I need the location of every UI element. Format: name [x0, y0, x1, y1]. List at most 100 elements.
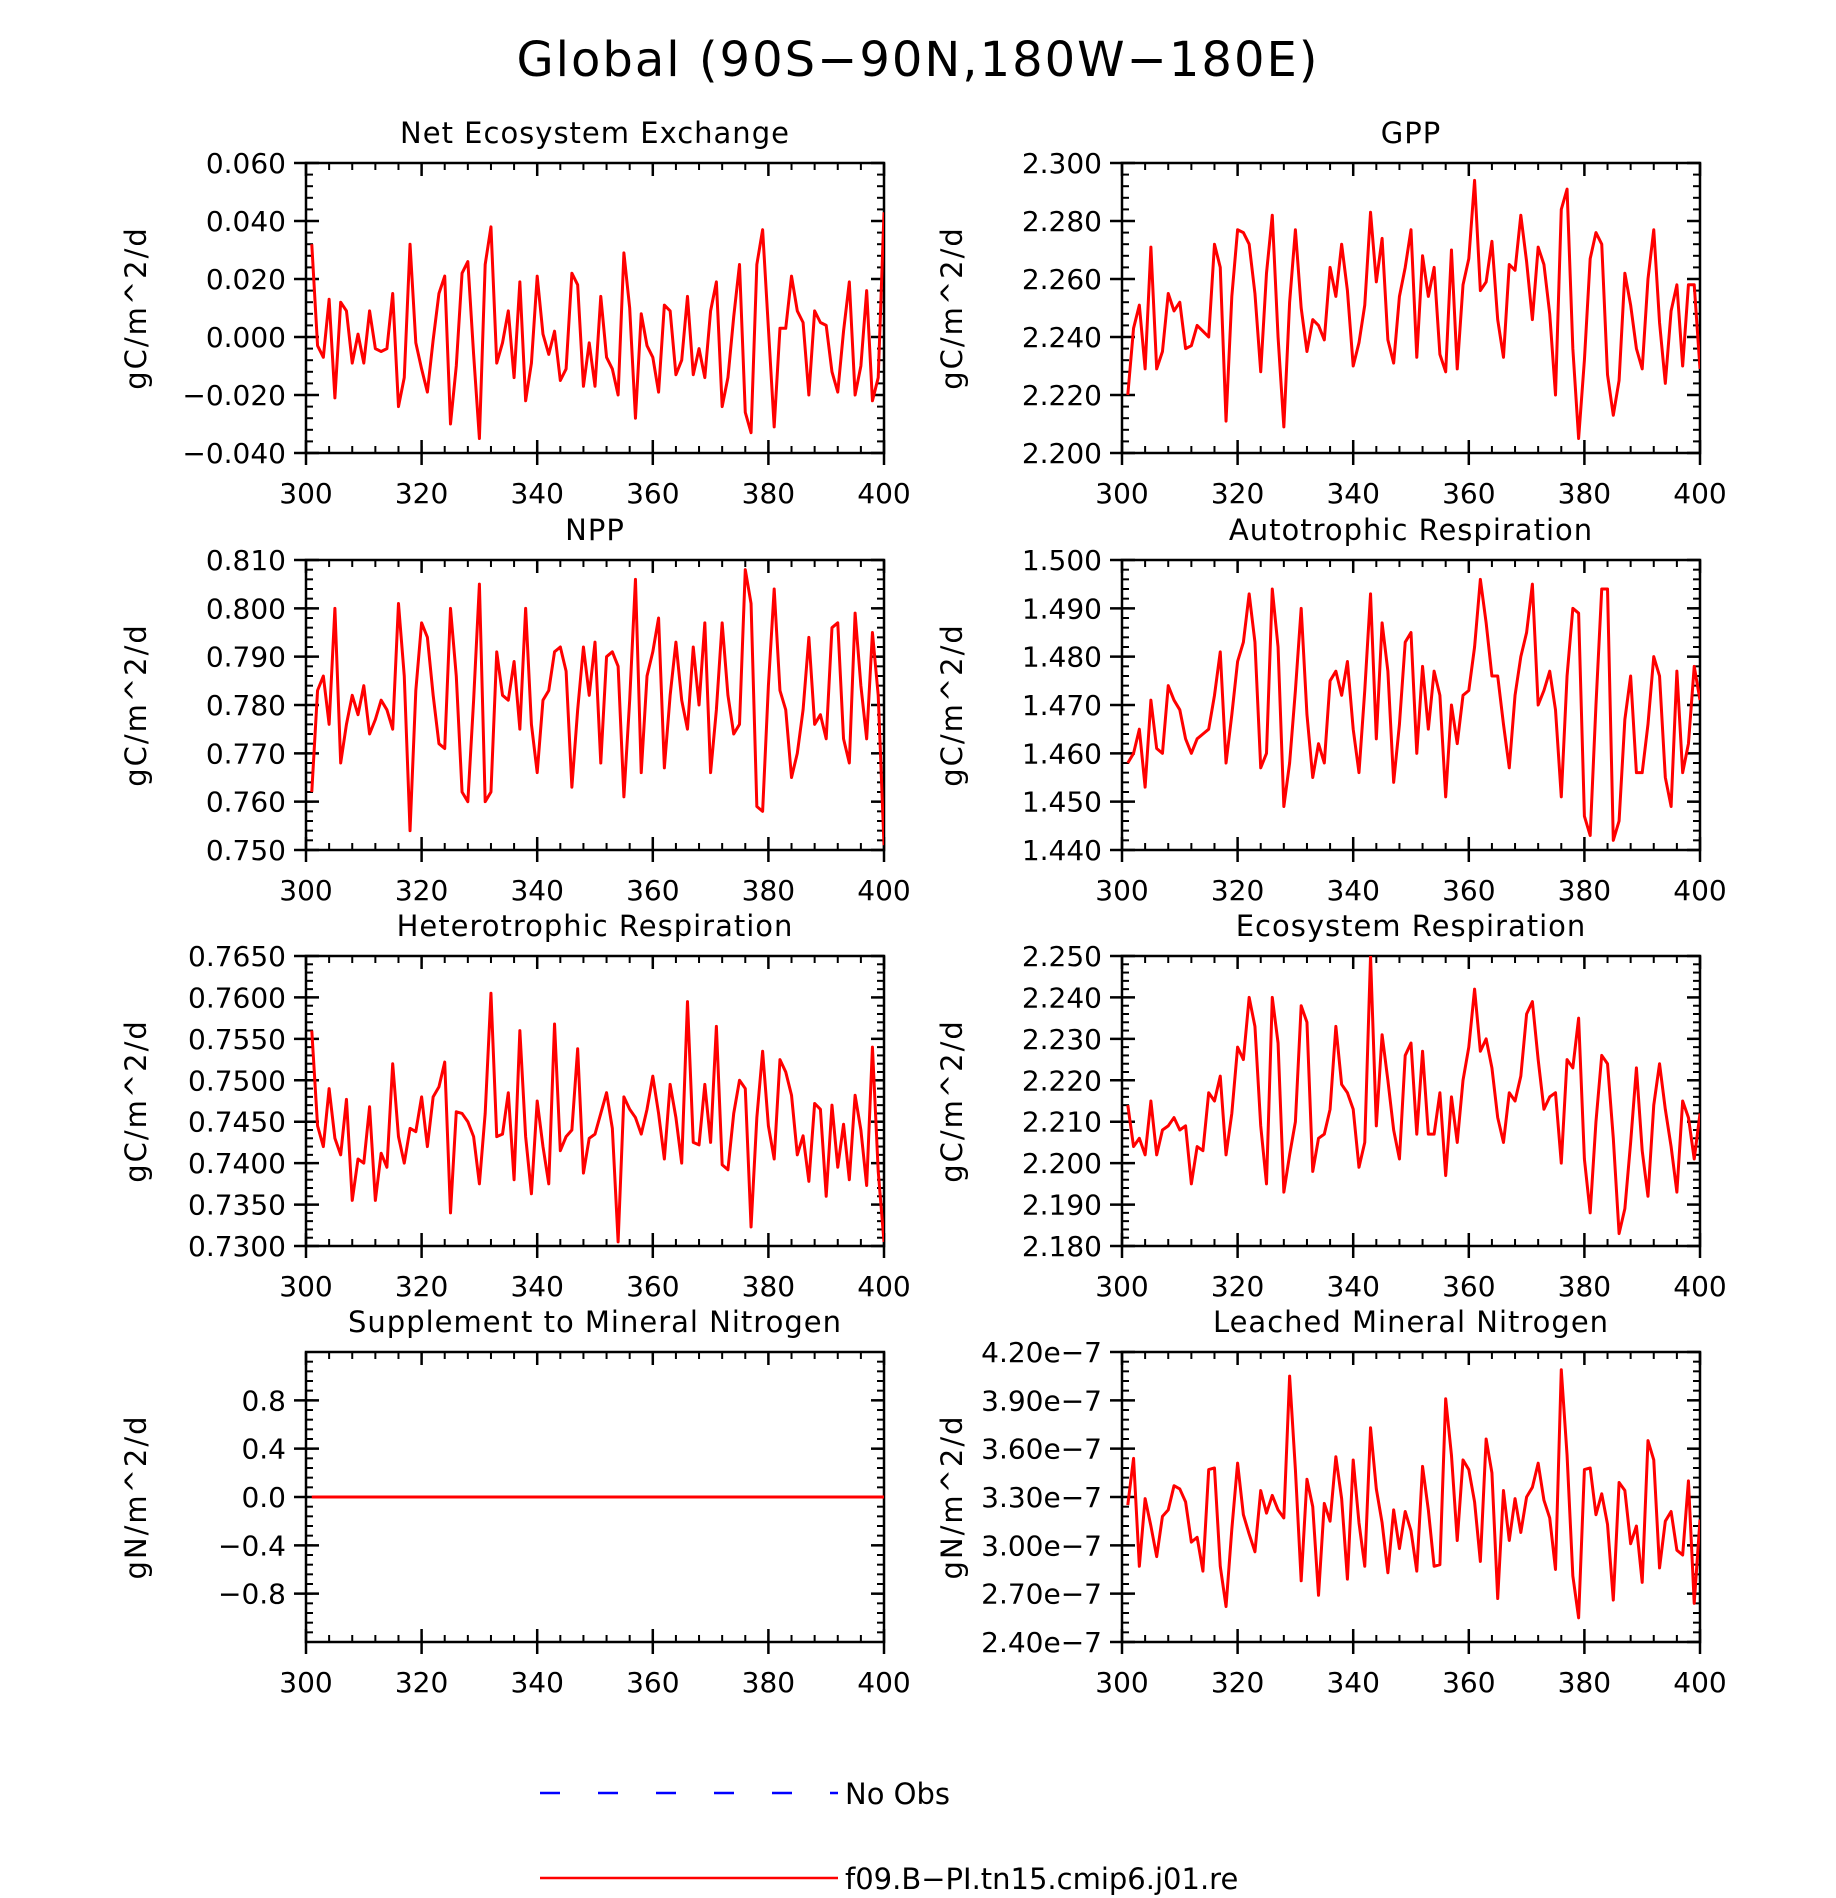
y-tick-label: 0.7400: [188, 1147, 286, 1180]
x-tick-label: 320: [1211, 874, 1264, 907]
plot-frame: [1120, 954, 1702, 1248]
x-tick-label: 360: [626, 874, 679, 907]
x-tick-label: 360: [1442, 1270, 1495, 1303]
y-tick-label: 2.280: [1022, 205, 1102, 238]
panel-8: Leached Mineral Nitrogen gN/m^2/d 2.40e−7 2…: [935, 1305, 1727, 1699]
x-tick-label: 380: [1558, 874, 1611, 907]
plot-frame: [1120, 558, 1702, 852]
x-tick-label: 400: [1673, 874, 1726, 907]
x-tick-label: 340: [510, 1270, 563, 1303]
y-tick-label: 0.4: [241, 1433, 286, 1466]
y-tick-label: 0.000: [206, 321, 286, 354]
y-axis-label: gC/m^2/d: [119, 226, 153, 390]
y-axis-label: gN/m^2/d: [119, 1414, 153, 1579]
y-tick-label: 3.00e−7: [981, 1529, 1102, 1562]
panel-1: Net Ecosystem Exchange gC/m^2/d −0.040 −0.0…: [119, 116, 911, 510]
x-tick-label: 320: [395, 874, 448, 907]
y-tick-label: 2.220: [1022, 1064, 1102, 1097]
series-points: [311, 569, 884, 846]
x-tick-label: 380: [742, 477, 795, 510]
y-tick-label: 0.020: [206, 263, 286, 296]
series-line: [310, 212, 884, 440]
panel-title: GPP: [1381, 116, 1441, 150]
x-tick-label: 400: [857, 1666, 910, 1699]
y-tick-label: 0.800: [206, 592, 286, 625]
y-tick-label: −0.8: [218, 1578, 286, 1611]
panel-title: Net Ecosystem Exchange: [400, 116, 790, 150]
series-points: [311, 993, 884, 1242]
panel-3: NPP gC/m^2/d 0.750 0.760 0.770 0.780 0.790 0.80…: [119, 513, 911, 907]
y-tick-label: −0.040: [182, 437, 286, 470]
x-tick-label: 340: [510, 874, 563, 907]
plot-frame: [304, 161, 886, 455]
series-line: [1126, 1368, 1700, 1620]
y-tick-label: 0.8: [241, 1384, 286, 1417]
y-tick-label: 1.490: [1022, 592, 1102, 625]
panel-4: Autotrophic Respiration gC/m^2/d 1.440 1.45…: [935, 513, 1727, 907]
x-tick-label: 340: [1326, 477, 1379, 510]
y-tick-label: 0.7500: [188, 1064, 286, 1097]
series-points: [311, 212, 884, 439]
y-tick-label: 0.770: [206, 737, 286, 770]
y-tick-label: 1.440: [1022, 834, 1102, 867]
y-tick-label: 2.260: [1022, 263, 1102, 296]
x-tick-label: 320: [395, 1270, 448, 1303]
panel-title: Autotrophic Respiration: [1229, 513, 1593, 547]
y-axis-label: gC/m^2/d: [119, 623, 153, 787]
y-tick-label: 1.480: [1022, 641, 1102, 674]
x-tick-label: 340: [510, 477, 563, 510]
y-tick-label: 2.200: [1022, 437, 1102, 470]
y-axis-label: gC/m^2/d: [935, 1019, 969, 1183]
x-tick-label: 300: [279, 477, 332, 510]
y-tick-label: 0.7600: [188, 981, 286, 1014]
x-tick-label: 360: [1442, 1666, 1495, 1699]
y-tick-label: 2.190: [1022, 1189, 1102, 1222]
plot-frame: [304, 558, 886, 852]
x-tick-label: 400: [857, 477, 910, 510]
x-tick-label: 380: [742, 1666, 795, 1699]
y-tick-label: 4.20e−7: [981, 1336, 1102, 1369]
y-tick-label: 0.760: [206, 786, 286, 819]
panel-7: Supplement to Mineral Nitrogen gN/m^2/d −0…: [119, 1305, 911, 1699]
y-tick-label: 0.7450: [188, 1106, 286, 1139]
x-tick-label: 320: [1211, 477, 1264, 510]
y-tick-label: −0.4: [218, 1529, 286, 1562]
legend-model-label: f09.B−PI.tn15.cmip6.j01.re: [845, 1862, 1238, 1896]
figure-title: Global (90S−90N,180W−180E): [516, 32, 1319, 88]
panel-title: Leached Mineral Nitrogen: [1213, 1305, 1609, 1339]
x-tick-label: 340: [510, 1666, 563, 1699]
x-tick-label: 300: [279, 1666, 332, 1699]
panel-title: Ecosystem Respiration: [1236, 909, 1587, 943]
x-tick-label: 360: [626, 1270, 679, 1303]
x-tick-label: 380: [1558, 1666, 1611, 1699]
x-tick-label: 320: [395, 1666, 448, 1699]
y-tick-label: −0.020: [182, 379, 286, 412]
y-axis-label: gC/m^2/d: [935, 623, 969, 787]
y-tick-label: 0.790: [206, 641, 286, 674]
x-tick-label: 400: [1673, 1270, 1726, 1303]
x-tick-label: 300: [1095, 1270, 1148, 1303]
plot-frame: [304, 954, 886, 1248]
series-line: [310, 991, 884, 1244]
series-points: [1127, 579, 1700, 841]
y-tick-label: 1.500: [1022, 544, 1102, 577]
y-tick-label: 0.7650: [188, 940, 286, 973]
y-tick-label: 0.7350: [188, 1189, 286, 1222]
x-tick-label: 300: [279, 874, 332, 907]
y-tick-label: 2.70e−7: [981, 1578, 1102, 1611]
y-tick-label: 2.40e−7: [981, 1626, 1102, 1659]
y-tick-label: 0.7300: [188, 1230, 286, 1263]
series-points: [1127, 956, 1700, 1234]
x-tick-label: 400: [857, 874, 910, 907]
y-tick-label: 2.300: [1022, 147, 1102, 180]
y-tick-label: 0.750: [206, 834, 286, 867]
x-tick-label: 320: [1211, 1270, 1264, 1303]
panels: Net Ecosystem Exchange gC/m^2/d −0.040 −0.0…: [119, 116, 1727, 1699]
y-tick-label: 0.0: [241, 1481, 286, 1514]
panel-title: NPP: [565, 513, 625, 547]
x-tick-label: 360: [1442, 874, 1495, 907]
series-line: [1126, 956, 1700, 1236]
plot-frame: [1120, 161, 1702, 455]
y-axis-label: gC/m^2/d: [935, 226, 969, 390]
